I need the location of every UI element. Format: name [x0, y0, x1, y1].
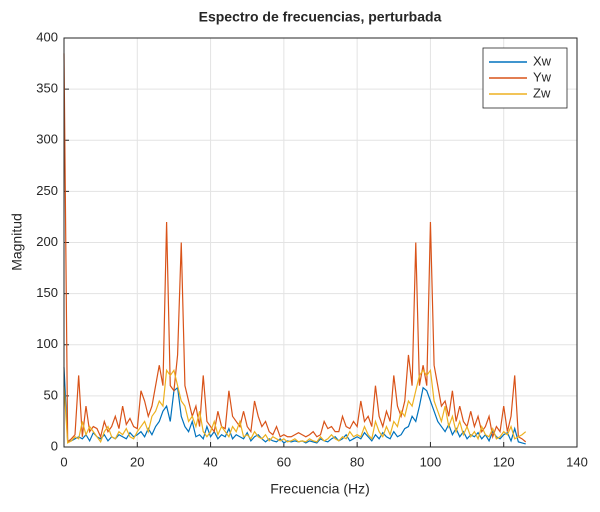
- y-tick-label: 400: [36, 29, 58, 44]
- x-tick-label: 120: [493, 454, 515, 469]
- plot-frame: [63, 37, 578, 448]
- legend-label: Zw: [533, 85, 551, 100]
- x-tick-label: 140: [566, 454, 588, 469]
- legend-label: Xw: [533, 53, 552, 68]
- y-tick-label: 200: [36, 234, 58, 249]
- y-tick-label: 0: [51, 438, 58, 453]
- y-tick-label: 100: [36, 336, 58, 351]
- x-tick-label: 100: [420, 454, 442, 469]
- y-tick-label: 250: [36, 183, 58, 198]
- x-tick-label: 0: [60, 454, 67, 469]
- y-tick-label: 150: [36, 285, 58, 300]
- y-axis-label: Magnitud: [9, 213, 25, 271]
- x-tick-label: 80: [350, 454, 364, 469]
- x-tick-label: 60: [277, 454, 291, 469]
- x-tick-label: 20: [130, 454, 144, 469]
- series-line: [63, 53, 527, 444]
- y-tick-label: 350: [36, 81, 58, 96]
- x-axis-label: Frecuencia (Hz): [270, 481, 370, 497]
- x-tick-label: 40: [203, 454, 217, 469]
- chart-title: Espectro de frecuencias, perturbada: [199, 9, 442, 25]
- series-line: [63, 368, 527, 444]
- y-tick-label: 50: [44, 387, 58, 402]
- y-tick-label: 300: [36, 132, 58, 147]
- legend-label: Yw: [533, 69, 552, 84]
